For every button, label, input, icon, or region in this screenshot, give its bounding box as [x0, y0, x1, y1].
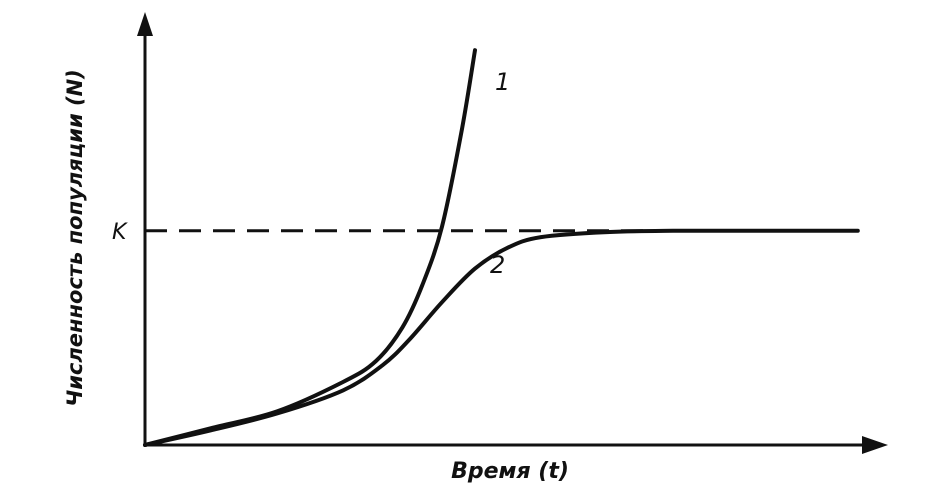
x-axis-arrowhead [862, 436, 888, 454]
series-layer: 12 [143, 48, 860, 447]
series-1-label: 1 [495, 68, 510, 96]
axes [137, 12, 888, 454]
series-1-curve [143, 48, 477, 447]
y-axis-label: Численность популяции (N) [63, 69, 87, 407]
carrying-capacity-label: K [112, 220, 128, 245]
series-2-curve [143, 228, 860, 447]
x-axis-label: Время (t) [451, 459, 569, 484]
chart-labels: Численность популяции (N) Время (t) [63, 69, 569, 484]
series-2-label: 2 [490, 251, 505, 279]
y-axis-arrowhead [137, 12, 153, 36]
